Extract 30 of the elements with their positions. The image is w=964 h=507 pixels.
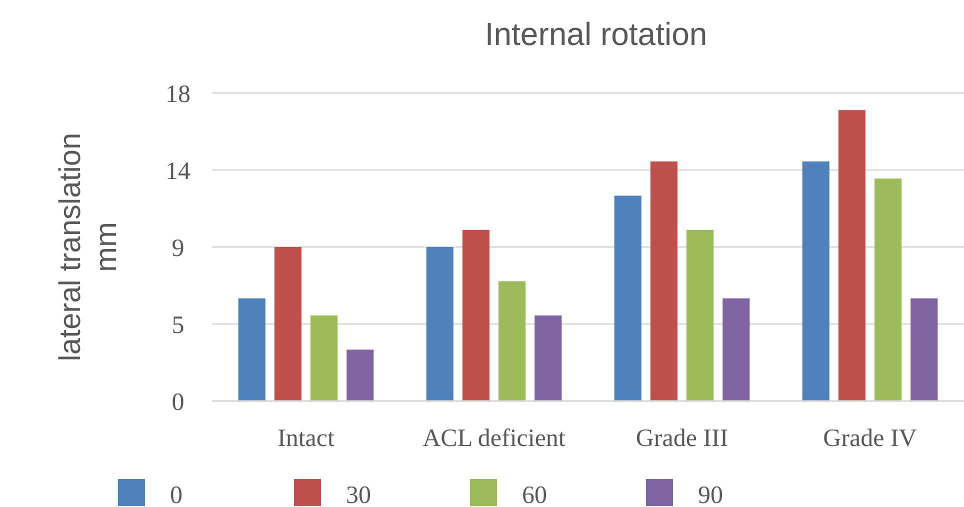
bar — [426, 247, 454, 401]
x-tick-label: Grade III — [636, 425, 728, 452]
bar — [498, 281, 526, 401]
legend-label: 30 — [346, 482, 371, 507]
bar — [238, 298, 266, 401]
x-tick-label: Grade IV — [823, 425, 917, 452]
bar — [310, 315, 338, 401]
chart-title: Internal rotation — [484, 16, 708, 52]
legend-label: 60 — [522, 482, 547, 507]
x-tick-label: Intact — [278, 425, 334, 452]
bar — [874, 178, 902, 401]
bar — [614, 196, 642, 401]
x-tick-label: ACL deficient — [422, 425, 566, 452]
bar — [802, 161, 830, 401]
bar — [722, 298, 750, 401]
bar — [650, 161, 678, 401]
y-tick-label: 0 — [172, 389, 184, 416]
y-tick-label: 9 — [172, 235, 184, 262]
legend-label: 90 — [698, 482, 723, 507]
bar — [686, 230, 714, 401]
bar — [910, 298, 938, 401]
bar — [462, 230, 490, 401]
y-tick-label: 18 — [166, 81, 190, 108]
bar — [274, 247, 302, 401]
y-tick-label: 14 — [166, 158, 191, 185]
y-tick-label: 5 — [172, 312, 184, 339]
y-axis-title: lateral translation mm — [54, 132, 123, 362]
bar — [838, 110, 866, 401]
bar — [346, 350, 374, 401]
bar — [534, 315, 562, 401]
